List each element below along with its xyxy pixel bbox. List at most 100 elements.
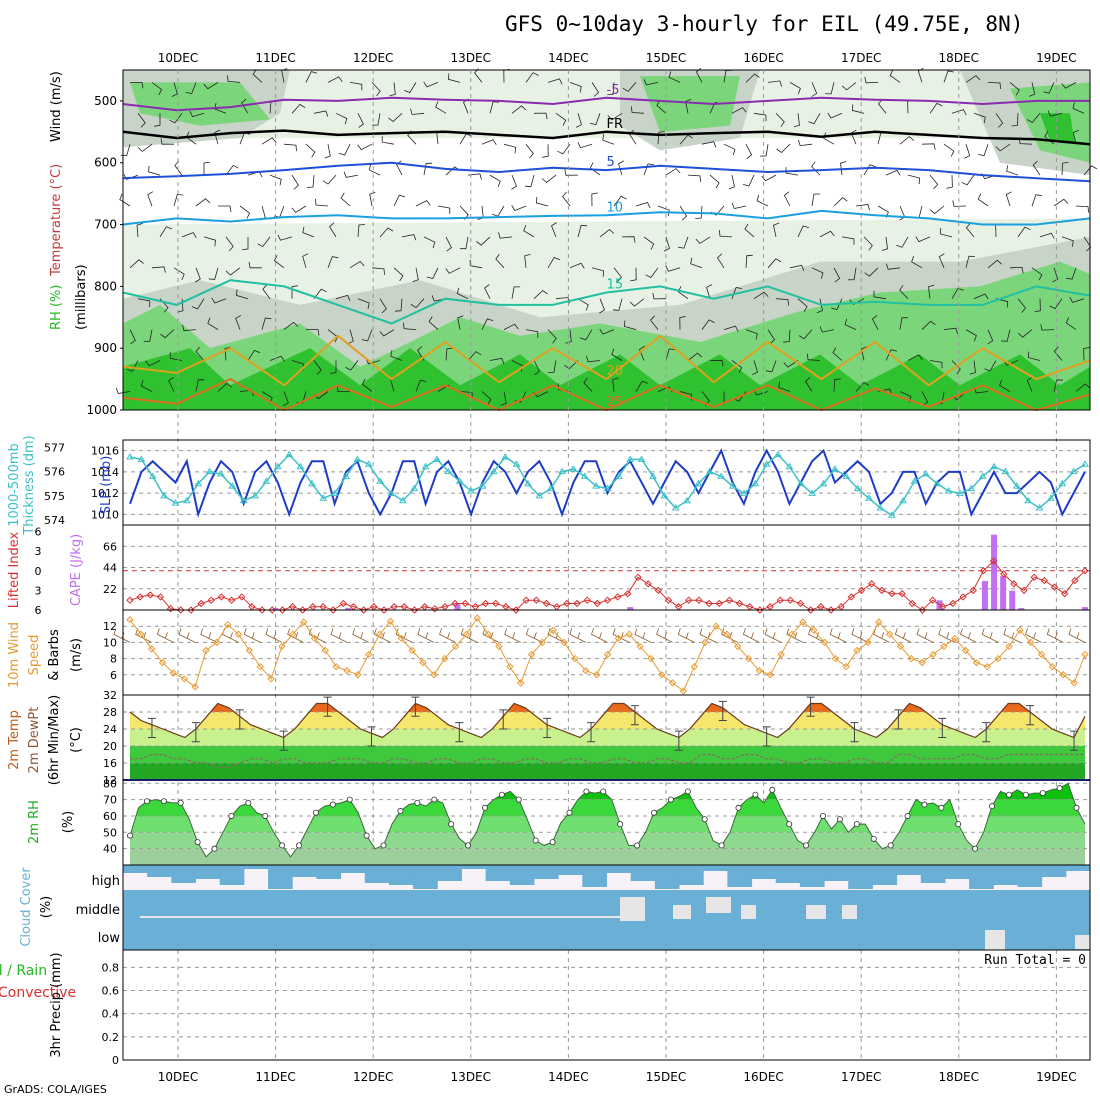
precip-legend-convective: Convective bbox=[0, 985, 76, 1001]
wind-barb bbox=[445, 236, 452, 252]
wind-barb bbox=[723, 143, 736, 156]
thickness-marker bbox=[978, 472, 987, 479]
wind-marker bbox=[191, 683, 199, 691]
wind-barb bbox=[881, 236, 888, 251]
wind-barb bbox=[410, 298, 425, 309]
cloud-high-bar bbox=[243, 865, 269, 869]
wind-barb bbox=[535, 196, 549, 207]
rh-marker bbox=[380, 842, 387, 849]
wind-barb bbox=[650, 315, 659, 330]
wind-barb bbox=[1009, 266, 1024, 274]
wind-barb bbox=[115, 387, 131, 394]
wind-barb bbox=[227, 75, 241, 83]
thickness-marker bbox=[205, 467, 214, 475]
wind-barb bbox=[1052, 267, 1059, 283]
wind-barb bbox=[612, 298, 623, 311]
wind-barb bbox=[721, 628, 738, 643]
li-marker bbox=[725, 596, 734, 604]
wind-barb bbox=[783, 191, 791, 207]
rh-marker bbox=[296, 842, 303, 849]
wind-barb bbox=[1040, 324, 1055, 331]
wind-barb bbox=[143, 329, 153, 342]
wind-barb bbox=[194, 267, 201, 283]
wind-barb bbox=[302, 226, 315, 238]
wind-barb bbox=[745, 73, 760, 83]
li-marker bbox=[1071, 576, 1079, 585]
wind-barb bbox=[426, 267, 439, 280]
wind-barb bbox=[1069, 296, 1085, 303]
wind-barb bbox=[435, 101, 447, 114]
wind-barb bbox=[978, 144, 989, 156]
ylabel-part: Temperature (°C) bbox=[49, 164, 64, 277]
wind-barb bbox=[357, 298, 370, 309]
pressure-tick-label: 900 bbox=[94, 341, 117, 355]
wind-barb bbox=[798, 329, 813, 340]
wind-marker bbox=[484, 630, 492, 638]
temp-ylabel-2: 2m DewPt bbox=[27, 707, 42, 774]
wind-barb bbox=[423, 81, 439, 88]
thickness-marker bbox=[558, 467, 566, 475]
li-marker bbox=[522, 596, 530, 604]
rh-band bbox=[130, 848, 1085, 865]
thickness-marker bbox=[580, 472, 589, 479]
wind-barb bbox=[823, 132, 835, 145]
li-marker bbox=[796, 599, 805, 608]
rh-marker bbox=[921, 801, 928, 808]
wind-barb bbox=[907, 174, 921, 185]
wind-barb bbox=[1053, 198, 1069, 207]
rh-marker bbox=[1073, 804, 1080, 811]
wind-barb bbox=[917, 67, 924, 83]
minmax-errorbar bbox=[411, 696, 420, 717]
wind-barb bbox=[591, 82, 600, 97]
rh-shade-10 bbox=[123, 261, 1090, 410]
minmax-errorbar bbox=[762, 726, 771, 747]
wind-barb bbox=[665, 348, 676, 361]
cloud-gap-4 bbox=[806, 905, 826, 919]
wind-barb bbox=[457, 315, 464, 330]
wind-marker bbox=[560, 638, 568, 647]
precip-tick-label: 0.2 bbox=[102, 1031, 120, 1044]
wind-barb bbox=[423, 236, 436, 249]
wind-barb bbox=[388, 113, 403, 123]
wind-barb bbox=[437, 205, 451, 215]
wind-barb bbox=[591, 267, 605, 277]
rh-marker bbox=[600, 788, 607, 795]
thickness-marker bbox=[569, 465, 578, 472]
li-tick-label: 3 bbox=[35, 584, 42, 597]
wind-barb bbox=[1046, 628, 1064, 643]
wind-barb bbox=[203, 82, 219, 90]
wind-marker bbox=[462, 630, 471, 638]
wind-barb bbox=[235, 314, 242, 330]
cape-ylabel-text: CAPE (J/kg) bbox=[69, 534, 84, 606]
wind-barb bbox=[984, 360, 997, 372]
thickness-marker bbox=[671, 504, 680, 511]
rh-marker bbox=[718, 842, 725, 849]
thickness-marker bbox=[967, 484, 976, 492]
wind-barb bbox=[412, 267, 419, 283]
wind-barb bbox=[701, 319, 715, 330]
rh-marker bbox=[279, 842, 286, 849]
wind-barb bbox=[481, 318, 494, 330]
cloud-high-bar bbox=[944, 865, 970, 879]
li-marker bbox=[583, 596, 591, 604]
wind-barb bbox=[345, 360, 359, 371]
wind-barb bbox=[445, 347, 454, 361]
wind-barb bbox=[577, 224, 588, 238]
li-tick-label: 0 bbox=[35, 565, 42, 578]
wind-barb bbox=[140, 380, 153, 392]
wind-barb bbox=[886, 263, 901, 270]
li-marker bbox=[227, 596, 236, 604]
wind-barb bbox=[811, 161, 821, 176]
cloud-high-bar bbox=[485, 865, 511, 881]
thickness-marker bbox=[148, 472, 157, 479]
wind-marker bbox=[495, 642, 503, 651]
wind-marker bbox=[397, 634, 406, 643]
wind-barb bbox=[460, 628, 478, 643]
wind-barb bbox=[855, 204, 870, 211]
rh-marker bbox=[346, 796, 353, 803]
wind-barb bbox=[599, 228, 615, 238]
cloud-gap-3 bbox=[741, 905, 756, 919]
wind-barb bbox=[864, 267, 879, 277]
wind-barb bbox=[224, 346, 231, 361]
